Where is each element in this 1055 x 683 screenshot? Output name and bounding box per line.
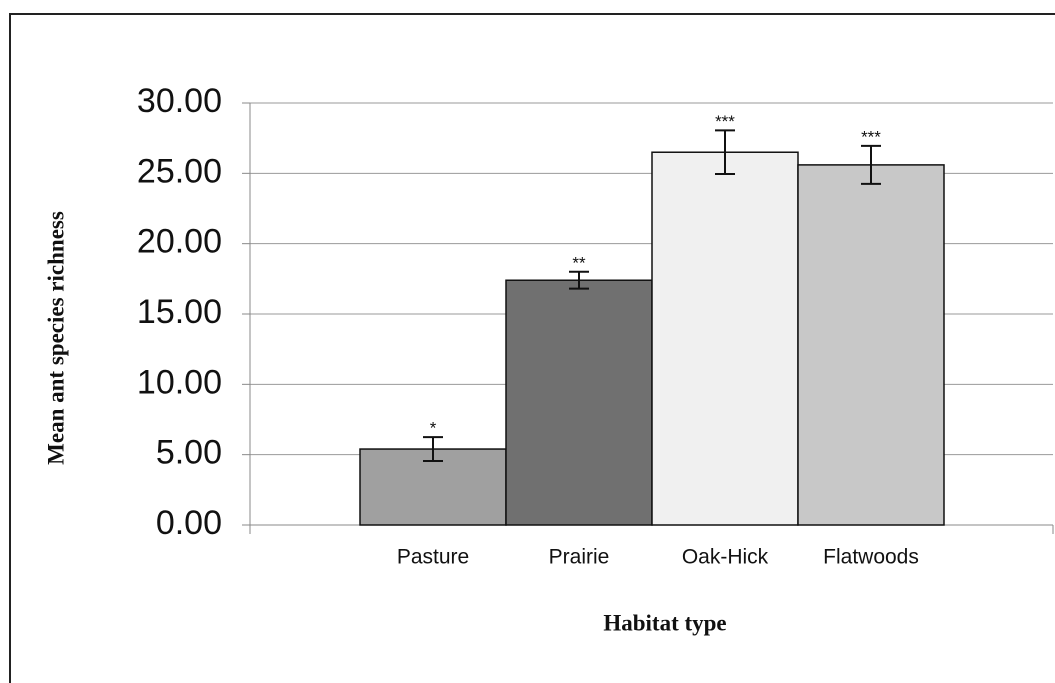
x-tick-label: Prairie (549, 546, 610, 569)
x-tick-label: Flatwoods (823, 546, 919, 569)
y-tick-label: 15.00 (137, 293, 222, 331)
y-tick-label: 30.00 (137, 82, 222, 120)
y-tick-label: 25.00 (137, 152, 222, 190)
y-tick-label: 5.00 (156, 434, 222, 472)
significance-label: *** (715, 112, 735, 131)
bar (651, 151, 799, 526)
significance-label: ** (572, 253, 586, 272)
x-tick-label: Pasture (397, 546, 469, 569)
y-tick-label: 20.00 (137, 223, 222, 261)
y-tick-label: 10.00 (137, 363, 222, 401)
bar (797, 164, 945, 526)
bar (505, 279, 653, 526)
x-tick-label: Oak-Hick (682, 546, 769, 569)
significance-label: * (430, 419, 437, 438)
y-axis-label: Mean ant species richness (43, 211, 68, 465)
significance-label: *** (861, 127, 881, 146)
y-tick-label: 0.00 (156, 504, 222, 542)
x-axis-label: Habitat type (603, 610, 726, 635)
